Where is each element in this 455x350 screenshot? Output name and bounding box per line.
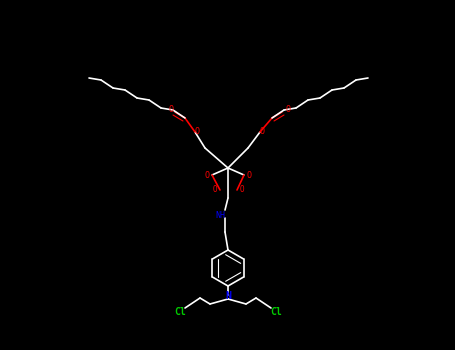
Text: O: O — [168, 105, 173, 114]
Text: Cl: Cl — [174, 307, 186, 317]
Text: O: O — [240, 186, 244, 195]
Text: N: N — [225, 291, 231, 301]
Text: O: O — [259, 127, 264, 136]
Text: Cl: Cl — [270, 307, 282, 317]
Text: NH: NH — [215, 210, 225, 219]
Text: O: O — [247, 172, 252, 181]
Text: O: O — [194, 127, 199, 136]
Text: O: O — [285, 105, 290, 114]
Text: O: O — [212, 186, 217, 195]
Text: O: O — [204, 172, 209, 181]
